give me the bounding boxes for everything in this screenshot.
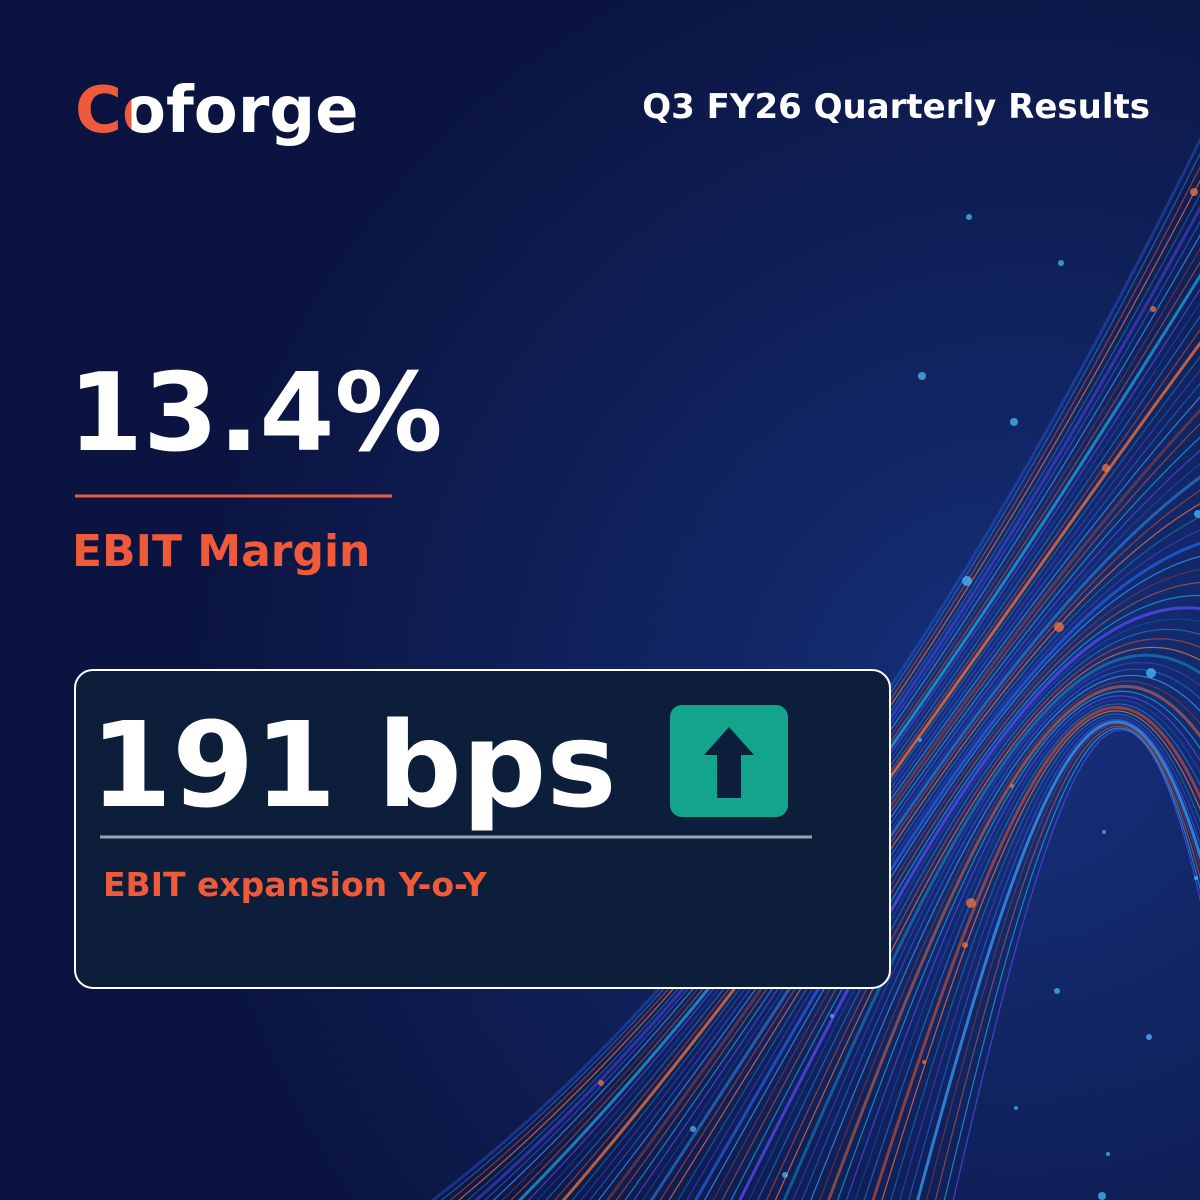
streak xyxy=(686,529,1200,1200)
streak xyxy=(721,582,1200,1200)
streak xyxy=(962,942,968,948)
streak xyxy=(1150,306,1156,312)
streak xyxy=(943,727,1200,1200)
streak xyxy=(871,706,1200,1200)
streak xyxy=(677,516,1200,1200)
streak xyxy=(966,214,972,220)
streak xyxy=(1106,1152,1110,1156)
streak xyxy=(908,718,1200,1200)
streak xyxy=(916,720,1200,1200)
streak xyxy=(1054,622,1064,632)
streak xyxy=(738,606,1200,1200)
highlight-label: EBIT expansion Y-o-Y xyxy=(103,865,488,904)
streak xyxy=(1102,830,1106,834)
streak xyxy=(571,356,1200,1200)
streak xyxy=(757,628,1200,1200)
streak xyxy=(1058,260,1064,266)
metric-label: EBIT Margin xyxy=(72,526,370,577)
streak xyxy=(899,716,1200,1200)
streak xyxy=(952,729,1200,1200)
streak xyxy=(659,489,1200,1200)
streak xyxy=(890,713,1200,1200)
highlight-value: 191 bps xyxy=(90,696,617,834)
streak xyxy=(649,475,1200,1200)
streak xyxy=(1190,188,1198,196)
streak xyxy=(1194,876,1198,880)
streak xyxy=(1010,784,1014,788)
streak xyxy=(836,690,1200,1200)
streak xyxy=(934,725,1200,1200)
streak xyxy=(827,684,1200,1200)
streak xyxy=(748,618,1200,1200)
streak xyxy=(694,541,1200,1200)
streak xyxy=(765,638,1200,1200)
streak xyxy=(615,423,1200,1200)
streak xyxy=(642,463,1200,1200)
streak xyxy=(1194,510,1200,518)
streak xyxy=(819,680,1200,1200)
streak xyxy=(1146,1034,1152,1040)
streak xyxy=(1102,464,1110,472)
streak xyxy=(962,576,972,586)
streak xyxy=(845,695,1200,1200)
streak xyxy=(690,1126,696,1132)
streak xyxy=(589,382,1200,1200)
streak xyxy=(605,408,1200,1200)
streak xyxy=(854,699,1200,1200)
streak xyxy=(918,372,926,380)
streak xyxy=(782,653,1200,1200)
streak xyxy=(1014,1106,1018,1110)
streak xyxy=(918,738,922,742)
streak xyxy=(624,436,1200,1200)
streak xyxy=(1054,988,1060,994)
streak xyxy=(830,1014,834,1018)
streak xyxy=(712,569,1200,1200)
title: Q3 FY26 Quarterly Results xyxy=(642,87,1150,127)
streak xyxy=(966,898,976,908)
streak xyxy=(580,369,1200,1200)
up-arrow xyxy=(704,727,754,798)
streak xyxy=(668,503,1200,1200)
streak xyxy=(782,1172,788,1178)
streak xyxy=(1010,418,1018,426)
streak xyxy=(925,723,1200,1200)
streak xyxy=(792,661,1200,1200)
streak xyxy=(922,1060,926,1064)
logo: Coforge xyxy=(75,74,359,148)
streak xyxy=(597,396,1200,1200)
metric-value: 13.4% xyxy=(68,351,443,476)
streak xyxy=(810,674,1200,1200)
streak xyxy=(730,594,1200,1200)
streak xyxy=(774,646,1200,1200)
streak xyxy=(1146,668,1156,678)
streak xyxy=(1098,1192,1106,1200)
streak xyxy=(703,555,1200,1200)
streak xyxy=(863,703,1200,1200)
streak xyxy=(633,449,1200,1200)
streak xyxy=(881,710,1200,1200)
streak xyxy=(598,1080,604,1086)
